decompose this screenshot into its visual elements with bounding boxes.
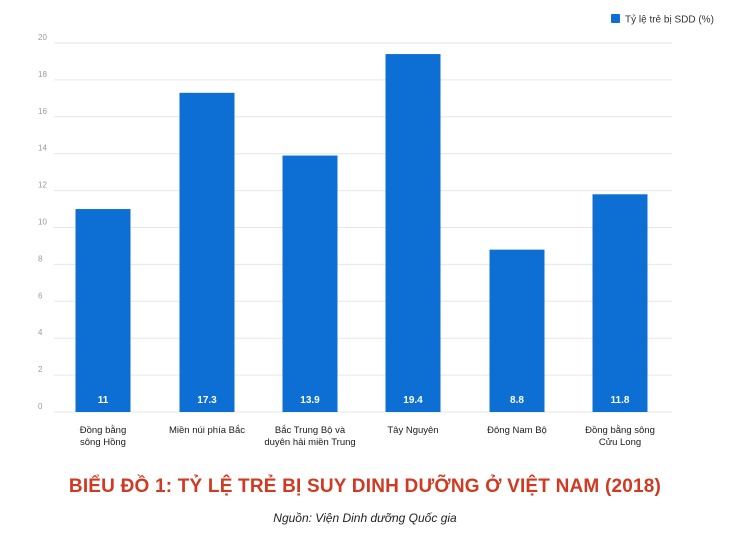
data-label: 17.3 bbox=[197, 395, 217, 406]
y-tick-label: 16 bbox=[38, 107, 47, 116]
y-tick-label: 14 bbox=[38, 144, 47, 153]
y-tick-label: 18 bbox=[38, 70, 47, 79]
category-label: Đông Nam Bộ bbox=[487, 425, 547, 436]
y-tick-label: 12 bbox=[38, 181, 47, 190]
y-tick-label: 20 bbox=[38, 33, 47, 42]
bar bbox=[489, 249, 545, 412]
legend: Tỷ lệ trẻ bị SDD (%) bbox=[611, 14, 714, 26]
category-label: Bắc Trung Bộ và duyên hải miền Trung bbox=[264, 425, 355, 448]
chart-title: BIỂU ĐỒ 1: TỶ LỆ TRẺ BỊ SUY DINH DƯỠNG Ở… bbox=[68, 476, 662, 497]
data-label: 8.8 bbox=[510, 395, 524, 406]
category-label: Tây Nguyên bbox=[387, 425, 438, 436]
data-label: 19.4 bbox=[403, 395, 423, 406]
y-tick-label: 8 bbox=[38, 254, 43, 263]
category-label: Đồng bằng sông Hồng bbox=[80, 425, 126, 448]
y-tick-label: 6 bbox=[38, 291, 43, 300]
data-label: 11.8 bbox=[611, 395, 630, 406]
legend-swatch bbox=[611, 14, 620, 23]
bar bbox=[75, 209, 131, 412]
legend-label: Tỷ lệ trẻ bị SDD (%) bbox=[625, 14, 714, 26]
data-label: 13.9 bbox=[300, 395, 320, 406]
bar bbox=[385, 54, 441, 412]
data-labels: 11 17.3 13.9 19.4 8.8 11.8 bbox=[98, 395, 630, 406]
category-labels: Đồng bằng sông Hồng Miền núi phía Bắc Bắc T… bbox=[80, 425, 655, 448]
bar bbox=[282, 155, 338, 413]
category-label: Đồng bằng sông Cửu Long bbox=[585, 425, 655, 448]
y-tick-label: 10 bbox=[38, 218, 47, 227]
y-tick-label: 0 bbox=[38, 402, 43, 411]
category-label: Miền núi phía Bắc bbox=[169, 425, 245, 436]
gridlines bbox=[54, 42, 672, 413]
bars bbox=[75, 54, 648, 413]
y-axis-ticks: 0 2 4 6 8 10 12 14 16 18 20 bbox=[38, 33, 47, 411]
y-tick-label: 4 bbox=[38, 328, 43, 337]
bar bbox=[592, 194, 648, 412]
chart-source: Nguồn: Viện Dinh dưỡng Quốc gia bbox=[273, 511, 457, 525]
bar bbox=[179, 92, 235, 412]
data-label: 11 bbox=[98, 395, 109, 406]
y-tick-label: 2 bbox=[38, 365, 43, 374]
